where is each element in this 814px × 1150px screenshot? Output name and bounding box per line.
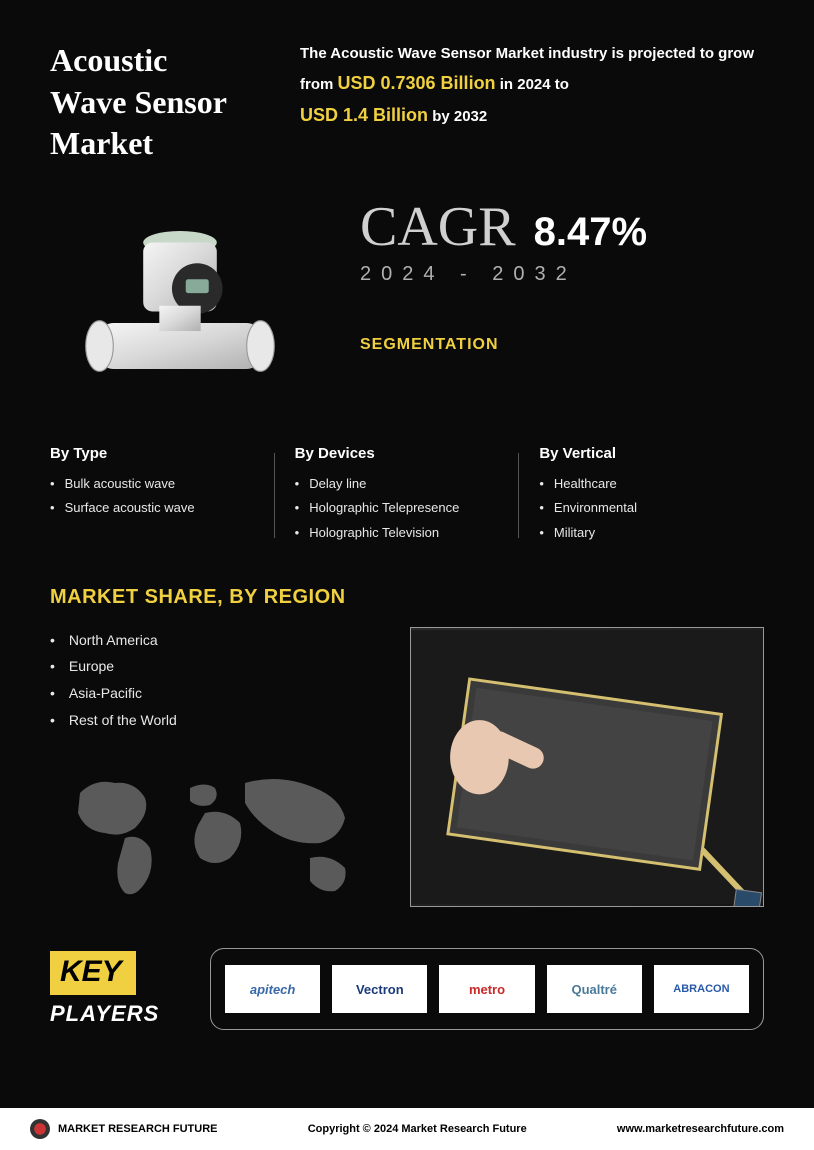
players-word: PLAYERS [50, 1001, 180, 1027]
cagr-years: 2024 - 2032 [360, 263, 764, 286]
footer-url: www.marketresearchfuture.com [617, 1123, 784, 1135]
logo-abracon: ABRACON [654, 965, 749, 1013]
logo-vectron: Vectron [332, 965, 427, 1013]
segment-item: Military [539, 521, 744, 546]
segmentation-columns: By Type Bulk acoustic wave Surface acous… [50, 445, 764, 546]
logo-metro: metro [439, 965, 534, 1013]
projection-text: The Acoustic Wave Sensor Market industry… [300, 40, 764, 165]
sensor-product-image [50, 185, 310, 415]
segmentation-heading: SEGMENTATION [360, 336, 764, 354]
footer-brand: MARKET RESEARCH FUTURE [58, 1123, 218, 1135]
logo-qualtre: Qualtré [547, 965, 642, 1013]
projection-mid: in 2024 to [500, 76, 569, 93]
segment-item: Environmental [539, 496, 744, 521]
segment-title-type: By Type [50, 445, 255, 462]
key-players-label: KEY PLAYERS [50, 951, 180, 1027]
region-item: Asia-Pacific [50, 680, 370, 707]
segment-item: Bulk acoustic wave [50, 472, 255, 497]
segment-item: Holographic Telepresence [295, 496, 500, 521]
title-line-2: Wave Sensor [50, 84, 227, 120]
region-item: Europe [50, 653, 370, 680]
projection-value-1: USD 0.7306 Billion [338, 73, 496, 93]
regions-list: North America Europe Asia-Pacific Rest o… [50, 627, 370, 733]
cagr-value: 8.47% [534, 210, 647, 255]
page-title: Acoustic Wave Sensor Market [50, 40, 250, 165]
projection-post: by 2032 [432, 108, 487, 125]
world-map-icon [50, 753, 370, 913]
segment-item: Healthcare [539, 472, 744, 497]
touchscreen-image [410, 627, 764, 907]
key-word: KEY [50, 951, 136, 995]
footer-copyright: Copyright © 2024 Market Research Future [308, 1123, 527, 1135]
region-item: Rest of the World [50, 707, 370, 734]
title-line-1: Acoustic [50, 42, 167, 78]
logo-apitech: apitech [225, 965, 320, 1013]
segment-item: Holographic Television [295, 521, 500, 546]
footer: MARKET RESEARCH FUTURE Copyright © 2024 … [0, 1108, 814, 1150]
segment-title-devices: By Devices [295, 445, 500, 462]
projection-value-2: USD 1.4 Billion [300, 105, 428, 125]
market-share-heading: MARKET SHARE, BY REGION [50, 586, 764, 609]
region-item: North America [50, 627, 370, 654]
segment-item: Delay line [295, 472, 500, 497]
cagr-label: CAGR [360, 195, 516, 259]
footer-logo-icon [30, 1119, 50, 1139]
logos-container: apitech Vectron metro Qualtré ABRACON [210, 948, 764, 1030]
segment-title-vertical: By Vertical [539, 445, 744, 462]
title-line-3: Market [50, 125, 153, 161]
segment-item: Surface acoustic wave [50, 496, 255, 521]
